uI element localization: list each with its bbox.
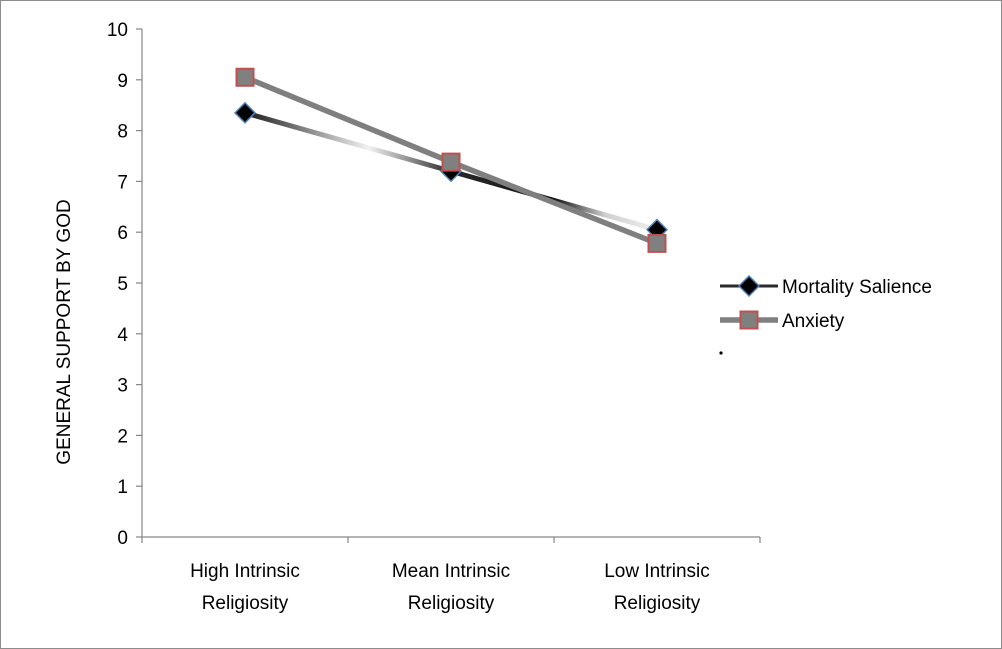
x-tick-label-line: High Intrinsic bbox=[190, 561, 300, 582]
y-tick-label: 3 bbox=[117, 376, 128, 397]
x-tick-label-line: Religiosity bbox=[614, 593, 701, 614]
y-tick-labels: 0 1 2 3 4 5 6 7 8 9 10 bbox=[107, 20, 129, 549]
y-tick-label: 9 bbox=[117, 71, 128, 92]
y-tick-label: 4 bbox=[117, 325, 128, 346]
x-tick-label-line: Religiosity bbox=[408, 593, 495, 614]
y-tick-label: 2 bbox=[117, 426, 128, 447]
axes bbox=[136, 28, 761, 543]
legend-mortality-salience-marker bbox=[737, 274, 761, 298]
series-layer bbox=[233, 67, 669, 253]
anxiety-point bbox=[235, 67, 255, 87]
x-tick-label-line: Religiosity bbox=[202, 593, 289, 614]
legend-mortality-salience-label: Mortality Salience bbox=[782, 277, 932, 298]
legend-anxiety-marker bbox=[739, 310, 759, 330]
anxiety-point bbox=[441, 152, 461, 172]
y-tick-label: 8 bbox=[117, 122, 128, 143]
x-tick-label-line: Mean Intrinsic bbox=[392, 561, 510, 582]
x-tick-label: Mean Intrinsic Religiosity bbox=[392, 561, 510, 614]
y-tick-label: 7 bbox=[117, 172, 128, 193]
x-tick-labels: High Intrinsic Religiosity Mean Intrinsic R… bbox=[190, 561, 710, 614]
stray-dot bbox=[719, 351, 723, 355]
y-tick-label: 5 bbox=[117, 274, 128, 295]
x-tick-label-line: Low Intrinsic bbox=[604, 561, 710, 582]
y-tick-label: 0 bbox=[117, 528, 128, 549]
legend-anxiety-label: Anxiety bbox=[782, 311, 845, 332]
y-tick-label: 6 bbox=[117, 223, 128, 244]
y-tick-label: 10 bbox=[107, 20, 128, 41]
mortality-salience-line-segment bbox=[242, 110, 454, 174]
legend: Mortality Salience Anxiety bbox=[720, 274, 932, 332]
anxiety-point bbox=[647, 233, 667, 253]
x-tick-label: Low Intrinsic Religiosity bbox=[604, 561, 710, 614]
x-tick-label: High Intrinsic Religiosity bbox=[190, 561, 300, 614]
mortality-salience-point bbox=[233, 101, 257, 124]
series-markers bbox=[233, 67, 669, 253]
y-axis-title: GENERAL SUPPORT BY GOD bbox=[54, 199, 75, 464]
y-tick-label: 1 bbox=[117, 477, 128, 498]
